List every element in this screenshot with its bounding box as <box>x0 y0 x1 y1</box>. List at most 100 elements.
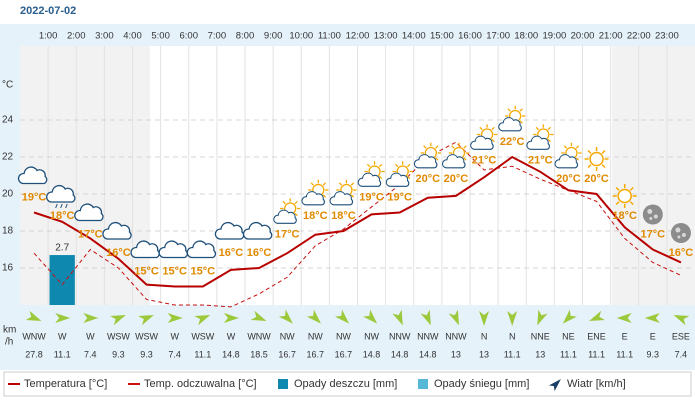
y-tick-label: 20 <box>2 189 14 200</box>
y-tick-label: 24 <box>2 115 14 126</box>
x-tick-label: 19:00 <box>542 31 566 42</box>
wind-speed: 11.1 <box>616 349 633 359</box>
wind-speed: 13 <box>535 349 545 359</box>
cloud-group <box>470 135 494 150</box>
sun-ray <box>395 163 399 168</box>
sun-ray <box>366 163 371 168</box>
moon-spot <box>675 227 681 233</box>
temperature-label: 18°C <box>331 210 356 222</box>
y-tick-label: 16 <box>2 263 14 274</box>
wind-speed: 16.7 <box>335 349 353 359</box>
legend-label: Opady deszczu [mm] <box>294 378 397 390</box>
temperature-label: 21°C <box>528 154 553 166</box>
wind-direction: NE <box>562 331 575 341</box>
sun-ray <box>575 145 580 149</box>
wind-speed: 11.1 <box>504 349 521 359</box>
wind-arrow <box>479 311 490 326</box>
wind-arrow <box>110 314 126 326</box>
wind-arrow <box>223 313 239 323</box>
wind-arrow-shape <box>83 313 99 323</box>
precip-label: 2.7 <box>55 243 69 254</box>
x-tick-label: 10:00 <box>289 31 313 42</box>
temperature-label: 21°C <box>472 154 497 166</box>
legend-box <box>3 371 692 397</box>
legend-label: Opady śniegu [mm] <box>434 378 529 390</box>
wind-arrow <box>420 309 431 326</box>
wind-direction: NNE <box>531 331 550 341</box>
cloud <box>554 154 579 169</box>
weather-icon <box>357 161 385 187</box>
wind-arrow <box>167 313 183 323</box>
weather-icon <box>242 221 273 240</box>
wind-direction: NW <box>364 331 379 341</box>
wind-arrow-shape <box>363 309 378 324</box>
sun-ray <box>463 145 467 149</box>
x-tick-label: 14:00 <box>402 31 426 42</box>
sun-ray <box>350 182 355 186</box>
sun-ray <box>563 145 568 149</box>
weather-icon <box>526 124 554 150</box>
x-tick-label: 18:00 <box>514 31 538 42</box>
weather-icon <box>273 198 301 224</box>
weather-icon <box>385 161 413 187</box>
rain-drop <box>55 203 58 209</box>
weather-icon <box>74 203 104 222</box>
wind-arrow-shape <box>537 309 548 326</box>
wind-direction: NW <box>308 331 323 341</box>
cloud <box>498 117 522 132</box>
cloud <box>357 172 382 187</box>
sun-ray <box>322 194 326 198</box>
legend-swatch <box>278 379 288 389</box>
moon-spot <box>681 233 686 237</box>
legend-swatch <box>418 379 428 389</box>
x-tick-label: 22:00 <box>627 31 651 42</box>
cloud-group <box>329 191 354 206</box>
wind-arrow-shape <box>25 310 42 322</box>
wind-direction: WNW <box>247 331 271 341</box>
rain-drop <box>60 203 63 209</box>
wind-speed: 16.7 <box>278 349 296 359</box>
temperature-line <box>33 155 682 288</box>
wind-speed: 7.4 <box>168 349 181 359</box>
sun-ray <box>407 175 411 180</box>
sun-ray <box>310 182 314 186</box>
hour-band <box>0 24 695 46</box>
wind-arrow <box>25 310 42 322</box>
wind-arrow-shape <box>110 314 126 326</box>
wind-arrow <box>138 314 154 326</box>
sun-ray <box>294 212 298 217</box>
sun-ray <box>491 126 495 131</box>
temperature-label: 16°C <box>106 247 131 259</box>
wind-arrow <box>616 313 632 323</box>
wind-arrow-shape <box>194 314 211 326</box>
wind-speed: 27.8 <box>25 349 43 359</box>
cloud <box>186 240 217 259</box>
wind-speed: 14.8 <box>419 349 437 359</box>
weather-icon <box>442 142 470 169</box>
wind-direction: W <box>86 331 95 341</box>
sun-ray <box>519 120 523 124</box>
sun-ray <box>547 126 551 131</box>
night-shade <box>612 46 695 305</box>
wind-arrow <box>55 313 71 323</box>
moon-spot <box>653 214 658 219</box>
wind-direction: ESE <box>672 331 690 341</box>
wind-speed: 13 <box>451 349 461 359</box>
cloud-group <box>385 172 410 187</box>
temperature-label: 19°C <box>22 191 47 203</box>
wind-speed: 14.8 <box>391 349 409 359</box>
moon-spot <box>647 209 653 214</box>
sun-ray <box>601 164 606 169</box>
wind-arrow-shape <box>589 310 605 322</box>
wind-arrow-shape <box>562 309 577 324</box>
wind-arrow <box>334 309 350 324</box>
sun-ray <box>587 149 592 154</box>
temperature-label: 15°C <box>191 265 216 277</box>
wind-arrow <box>278 309 293 324</box>
weather-icon <box>301 179 329 206</box>
sun-ray <box>519 108 523 112</box>
wind-arrow <box>194 314 211 326</box>
wind-speed: 11.1 <box>194 349 211 359</box>
cloud <box>385 172 410 187</box>
weather-icon <box>470 124 498 150</box>
